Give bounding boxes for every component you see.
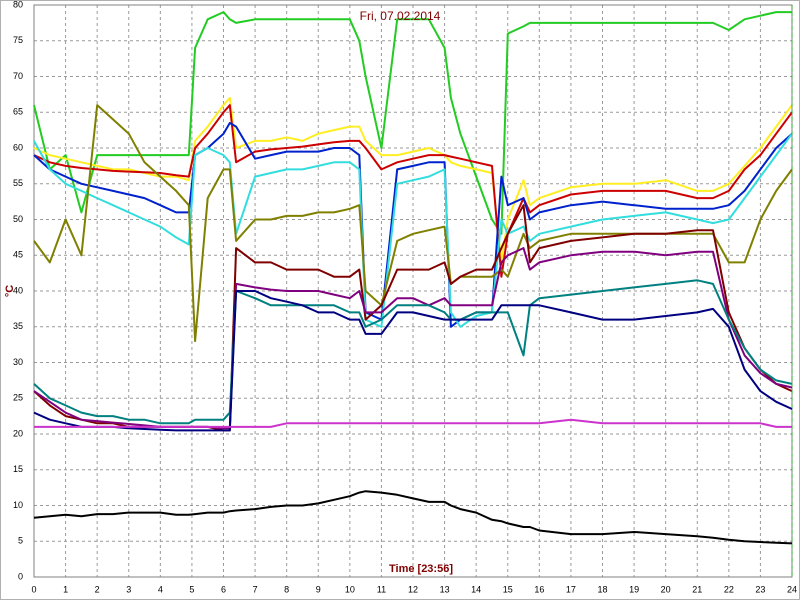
- y-tick-label: 35: [13, 321, 23, 331]
- y-tick-label: 60: [13, 142, 23, 152]
- lines: [33, 11, 793, 545]
- x-tick-label: 5: [189, 584, 194, 594]
- x-tick-label: 6: [221, 584, 226, 594]
- y-tick-label: 65: [13, 107, 23, 117]
- y-tick-label: 30: [13, 357, 23, 367]
- x-tick-label: 1: [63, 584, 68, 594]
- x-tick-label: 16: [534, 584, 544, 594]
- x-tick-label: 0: [31, 584, 36, 594]
- x-tick-label: 2: [95, 584, 100, 594]
- x-tick-label: 15: [503, 584, 513, 594]
- y-tick-label: 45: [13, 250, 23, 260]
- x-tick-label: 11: [377, 584, 386, 594]
- series-line: [34, 418, 792, 428]
- series-line: [33, 490, 793, 545]
- x-tick-label: 17: [566, 584, 576, 594]
- x-tick-label: 22: [724, 584, 734, 594]
- x-tick-label: 23: [755, 584, 765, 594]
- x-tick-label: 12: [408, 584, 418, 594]
- series-line: [33, 279, 793, 425]
- series-line: [33, 11, 792, 235]
- y-axis-label: °C: [4, 285, 16, 297]
- x-tick-label: 7: [253, 584, 258, 594]
- y-tick-label: 25: [13, 393, 23, 403]
- y-tick-label: 80: [13, 0, 23, 9]
- chart-title: Fri, 07.02.2014: [360, 9, 441, 23]
- y-tick-label: 50: [13, 214, 23, 224]
- y-tick-label: 75: [13, 35, 23, 45]
- x-tick-label: 21: [692, 584, 702, 594]
- y-tick-label: 10: [13, 500, 23, 510]
- y-tick-label: 5: [18, 536, 23, 546]
- x-tick-label: 8: [284, 584, 289, 594]
- x-tick-label: 19: [629, 584, 639, 594]
- series-line: [33, 290, 793, 432]
- x-axis-label: Time [23:56]: [389, 563, 453, 575]
- y-tick-label: 55: [13, 178, 23, 188]
- y-tick-label: 70: [13, 71, 23, 81]
- x-tick-label: 9: [316, 584, 321, 594]
- x-tick-label: 10: [345, 584, 355, 594]
- series-line: [33, 122, 793, 328]
- series-line: [33, 96, 793, 264]
- y-tick-label: 15: [13, 464, 23, 474]
- x-tick-label: 18: [597, 584, 607, 594]
- y-tick-label: 20: [13, 428, 23, 438]
- series-line: [33, 104, 793, 278]
- y-tick-label: 0: [18, 571, 23, 581]
- x-tick-label: 14: [471, 584, 481, 594]
- y-tick-label: 40: [13, 285, 23, 295]
- x-tick-label: 20: [661, 584, 671, 594]
- x-tick-label: 3: [126, 584, 131, 594]
- x-tick-label: 13: [440, 584, 450, 594]
- plot-border: [33, 4, 793, 578]
- x-tick-label: 24: [787, 584, 797, 594]
- x-tick-label: 4: [158, 584, 163, 594]
